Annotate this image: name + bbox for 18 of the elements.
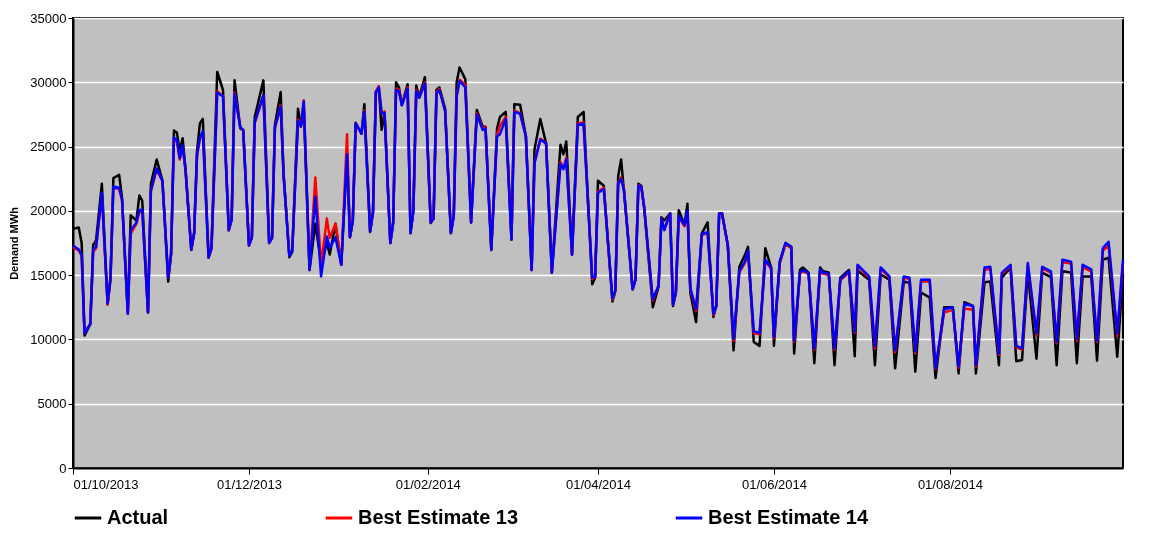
y-tick-label: 35000	[30, 10, 67, 26]
x-tick-label: 01/02/2014	[395, 476, 461, 492]
legend-label: Actual	[107, 506, 169, 528]
y-tick-label: 20000	[30, 203, 67, 219]
y-tick-label: 5000	[37, 396, 67, 412]
x-tick-label: 01/12/2013	[216, 476, 282, 492]
y-tick-label: 30000	[30, 74, 67, 90]
x-tick-label: 01/10/2013	[73, 476, 139, 492]
x-tick-label: 01/08/2014	[917, 476, 983, 492]
x-tick-label: 01/06/2014	[741, 476, 807, 492]
y-tick-label: 10000	[30, 331, 67, 347]
y-axis-title: Demand MWh	[8, 206, 21, 280]
legend-label: Best Estimate 13	[358, 506, 519, 528]
x-tick-label: 01/04/2014	[565, 476, 632, 492]
y-tick-label: 0	[59, 460, 67, 476]
legend-label: Best Estimate 14	[708, 506, 869, 528]
y-tick-label: 25000	[30, 139, 67, 155]
y-tick-label: 15000	[30, 267, 67, 283]
